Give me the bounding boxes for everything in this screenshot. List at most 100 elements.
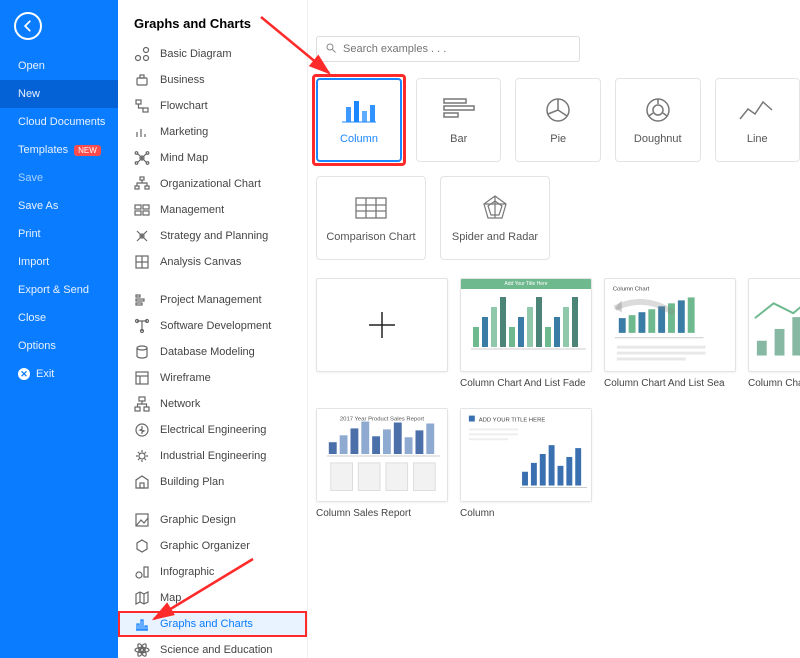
rail-item-exit[interactable]: ✕ Exit: [0, 360, 118, 388]
template-thumb: [748, 278, 800, 372]
wireframe-icon: [134, 370, 150, 386]
template-card-column-cha[interactable]: Column Cha: [748, 278, 800, 390]
rail-item-label: Save As: [18, 200, 58, 212]
category-basic-diagram[interactable]: Basic Diagram: [118, 41, 307, 67]
category-database-modeling[interactable]: Database Modeling: [118, 339, 307, 365]
rail-item-label: Exit: [36, 368, 54, 380]
category-label: Industrial Engineering: [160, 450, 266, 462]
category-network[interactable]: Network: [118, 391, 307, 417]
template-card-blank[interactable]: [316, 278, 448, 390]
category-map[interactable]: Map: [118, 585, 307, 611]
category-building-plan[interactable]: Building Plan: [118, 469, 307, 495]
marketing-icon: [134, 124, 150, 140]
industrial-engineering-icon: [134, 448, 150, 464]
category-analysis-canvas[interactable]: Analysis Canvas: [118, 249, 307, 275]
bar-icon: [439, 95, 479, 125]
type-card-doughnut[interactable]: Doughnut: [615, 78, 701, 162]
category-graphic-organizer[interactable]: Graphic Organizer: [118, 533, 307, 559]
category-infographic[interactable]: Infographic: [118, 559, 307, 585]
template-label: Column Chart And List Fade: [460, 378, 592, 390]
rail-item-options[interactable]: Options: [0, 332, 118, 360]
rail-item-save[interactable]: Save: [0, 164, 118, 192]
pie-icon: [538, 95, 578, 125]
template-card-column[interactable]: ADD YOUR TITLE HERE Column: [460, 408, 592, 520]
main-area: Column Bar Pie Doughnut Line Comparison Char…: [308, 0, 800, 658]
category-label: Project Management: [160, 294, 262, 306]
rail-item-save-as[interactable]: Save As: [0, 192, 118, 220]
rail-item-import[interactable]: Import: [0, 248, 118, 276]
new-badge: NEW: [74, 145, 101, 156]
category-strategy-and-planning[interactable]: Strategy and Planning: [118, 223, 307, 249]
rail-item-print[interactable]: Print: [0, 220, 118, 248]
rail-item-open[interactable]: Open: [0, 52, 118, 80]
category-label: Graphic Organizer: [160, 540, 250, 552]
template-label: Column: [460, 508, 592, 520]
rail-item-templates[interactable]: TemplatesNEW: [0, 136, 118, 164]
map-icon: [134, 590, 150, 606]
template-thumb: 2017 Year Product Sales Report: [316, 408, 448, 502]
category-mind-map[interactable]: Mind Map: [118, 145, 307, 171]
type-card-pie[interactable]: Pie: [515, 78, 601, 162]
rail-item-close[interactable]: Close: [0, 304, 118, 332]
software-development-icon: [134, 318, 150, 334]
type-card-line[interactable]: Line: [715, 78, 800, 162]
project-management-icon: [134, 292, 150, 308]
type-label: Column: [340, 133, 378, 145]
category-graphic-design[interactable]: Graphic Design: [118, 507, 307, 533]
category-label: Database Modeling: [160, 346, 255, 358]
template-label: Column Chart And List Sea: [604, 378, 736, 390]
category-flowchart[interactable]: Flowchart: [118, 93, 307, 119]
search-icon: [325, 42, 337, 57]
type-card-comparison-chart[interactable]: Comparison Chart: [316, 176, 426, 260]
building-plan-icon: [134, 474, 150, 490]
category-project-management[interactable]: Project Management: [118, 287, 307, 313]
rail-item-export-send[interactable]: Export & Send: [0, 276, 118, 304]
category-marketing[interactable]: Marketing: [118, 119, 307, 145]
template-card-column-chart-and-list-fade[interactable]: Add Your Title HereColumn Chart And List…: [460, 278, 592, 390]
rail-item-label: Print: [18, 228, 41, 240]
type-card-bar[interactable]: Bar: [416, 78, 502, 162]
compare-icon: [351, 193, 391, 223]
flowchart-icon: [134, 98, 150, 114]
category-organizational-chart[interactable]: Organizational Chart: [118, 171, 307, 197]
category-panel: Graphs and Charts Basic Diagram Business F…: [118, 0, 308, 658]
type-label: Bar: [450, 133, 467, 145]
type-label: Doughnut: [634, 133, 682, 145]
category-label: Basic Diagram: [160, 48, 232, 60]
category-industrial-engineering[interactable]: Industrial Engineering: [118, 443, 307, 469]
category-management[interactable]: Management: [118, 197, 307, 223]
template-row-2: 2017 Year Product Sales Report Column Sal…: [308, 408, 800, 520]
graphic-organizer-icon: [134, 538, 150, 554]
category-label: Marketing: [160, 126, 208, 138]
category-label: Flowchart: [160, 100, 208, 112]
analysis-canvas-icon: [134, 254, 150, 270]
category-science-and-education[interactable]: Science and Education: [118, 637, 307, 658]
network-icon: [134, 396, 150, 412]
exit-icon: ✕: [18, 368, 30, 380]
rail-item-new[interactable]: New: [0, 80, 118, 108]
category-software-development[interactable]: Software Development: [118, 313, 307, 339]
business-icon: [134, 72, 150, 88]
rail-item-label: Import: [18, 256, 49, 268]
type-card-column[interactable]: Column: [316, 78, 402, 162]
type-row-2: Comparison Chart Spider and Radar: [308, 176, 800, 260]
category-label: Map: [160, 592, 181, 604]
template-row-1: Add Your Title HereColumn Chart And List…: [308, 278, 800, 390]
category-label: Building Plan: [160, 476, 224, 488]
template-label: Column Sales Report: [316, 508, 448, 520]
category-business[interactable]: Business: [118, 67, 307, 93]
search-box[interactable]: [316, 36, 580, 62]
svg-text:Column Chart: Column Chart: [613, 287, 650, 293]
back-button[interactable]: [14, 12, 42, 40]
template-card-column-chart-and-list-sea[interactable]: Column Chart Column Chart And List Sea: [604, 278, 736, 390]
template-card-column-sales-report[interactable]: 2017 Year Product Sales Report Column Sal…: [316, 408, 448, 520]
category-wireframe[interactable]: Wireframe: [118, 365, 307, 391]
type-label: Spider and Radar: [452, 231, 538, 243]
template-thumb: ADD YOUR TITLE HERE: [460, 408, 592, 502]
category-electrical-engineering[interactable]: Electrical Engineering: [118, 417, 307, 443]
management-icon: [134, 202, 150, 218]
type-card-spider-and-radar[interactable]: Spider and Radar: [440, 176, 550, 260]
search-input[interactable]: [343, 43, 571, 55]
category-graphs-and-charts[interactable]: Graphs and Charts: [118, 611, 307, 637]
rail-item-cloud-documents[interactable]: Cloud Documents: [0, 108, 118, 136]
